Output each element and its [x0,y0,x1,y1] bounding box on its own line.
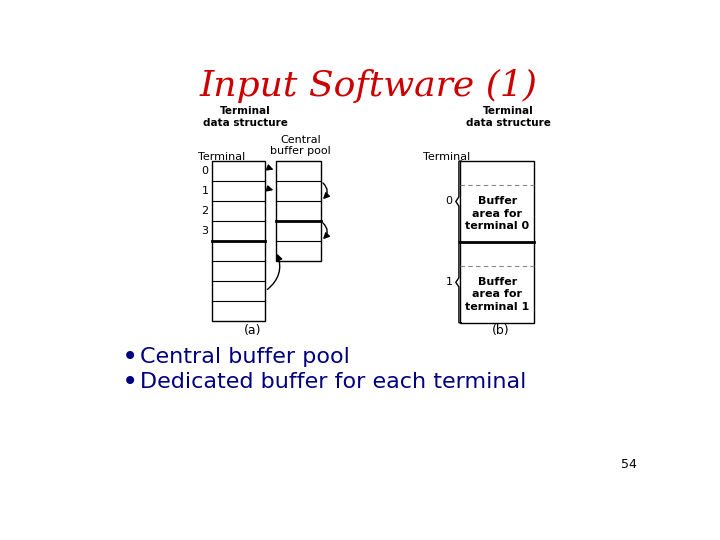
Text: Terminal
data structure: Terminal data structure [466,106,551,129]
Text: Dedicated buffer for each terminal: Dedicated buffer for each terminal [140,372,527,392]
Text: Terminal: Terminal [199,152,246,162]
Text: •: • [122,343,138,372]
Text: Central
buffer pool: Central buffer pool [271,135,331,157]
Text: 54: 54 [621,458,636,471]
Text: 3: 3 [202,226,209,236]
Text: 1: 1 [202,186,209,196]
Text: 0: 0 [446,197,453,206]
Text: Central buffer pool: Central buffer pool [140,347,350,367]
Bar [276,161,321,261]
Text: Terminal
data structure: Terminal data structure [202,106,287,129]
Text: 2: 2 [202,206,209,216]
Text: (a): (a) [244,324,261,337]
Bar [461,161,534,323]
Text: 0: 0 [202,166,209,176]
Text: Input Software (1): Input Software (1) [200,69,538,103]
Text: Terminal: Terminal [423,152,470,162]
Text: 1: 1 [446,278,453,287]
Text: (b): (b) [492,324,510,337]
Text: Buffer
area for
terminal 0: Buffer area for terminal 0 [465,196,529,231]
Text: Buffer
area for
terminal 1: Buffer area for terminal 1 [465,277,529,312]
Bar [212,161,265,321]
Text: •: • [122,368,138,396]
